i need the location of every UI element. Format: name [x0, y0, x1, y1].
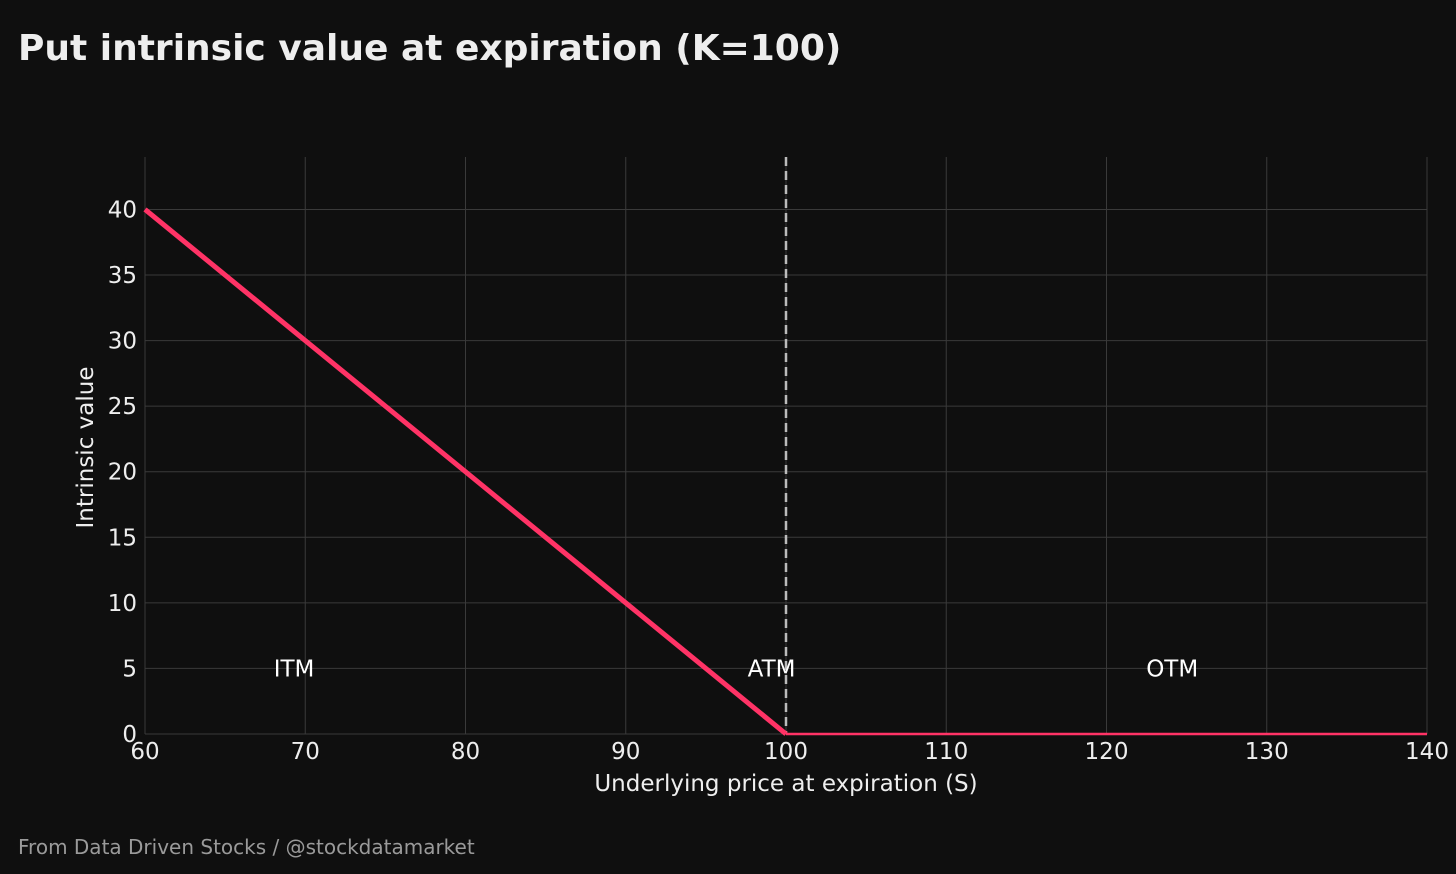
y-axis-label: Intrinsic value [73, 367, 99, 529]
x-tick-label: 80 [451, 739, 480, 765]
x-tick-label: 140 [1405, 739, 1449, 765]
y-tick-label: 40 [108, 197, 137, 223]
region-label-itm: ITM [274, 656, 315, 682]
chart-title: Put intrinsic value at expiration (K=100… [18, 28, 842, 69]
y-tick-label: 0 [122, 722, 137, 748]
x-tick-label: 110 [924, 739, 968, 765]
y-tick-label: 30 [108, 329, 137, 355]
y-tick-labels: 0 5 10 15 20 25 30 35 40 [108, 197, 137, 748]
region-label-otm: OTM [1146, 656, 1198, 682]
source-credit: From Data Driven Stocks / @stockdatamark… [18, 835, 475, 859]
y-tick-label: 35 [108, 263, 137, 289]
region-label-atm: ATM [748, 656, 796, 682]
y-tick-label: 25 [108, 394, 137, 420]
x-tick-label: 130 [1245, 739, 1289, 765]
annotations: ITM ATM OTM [274, 656, 1199, 682]
x-tick-label: 60 [130, 739, 159, 765]
x-tick-label: 120 [1085, 739, 1129, 765]
x-tick-label: 90 [611, 739, 640, 765]
x-tick-labels: 60 70 80 90 100 110 120 130 140 [130, 739, 1449, 765]
y-tick-label: 20 [108, 460, 137, 486]
y-tick-label: 15 [108, 525, 137, 551]
x-tick-label: 70 [291, 739, 320, 765]
x-axis-label: Underlying price at expiration (S) [594, 771, 977, 797]
series [143, 207, 1427, 736]
x-tick-label: 100 [764, 739, 808, 765]
y-tick-label: 10 [108, 591, 137, 617]
y-tick-label: 5 [122, 656, 137, 682]
payoff-line-segment [143, 207, 788, 736]
